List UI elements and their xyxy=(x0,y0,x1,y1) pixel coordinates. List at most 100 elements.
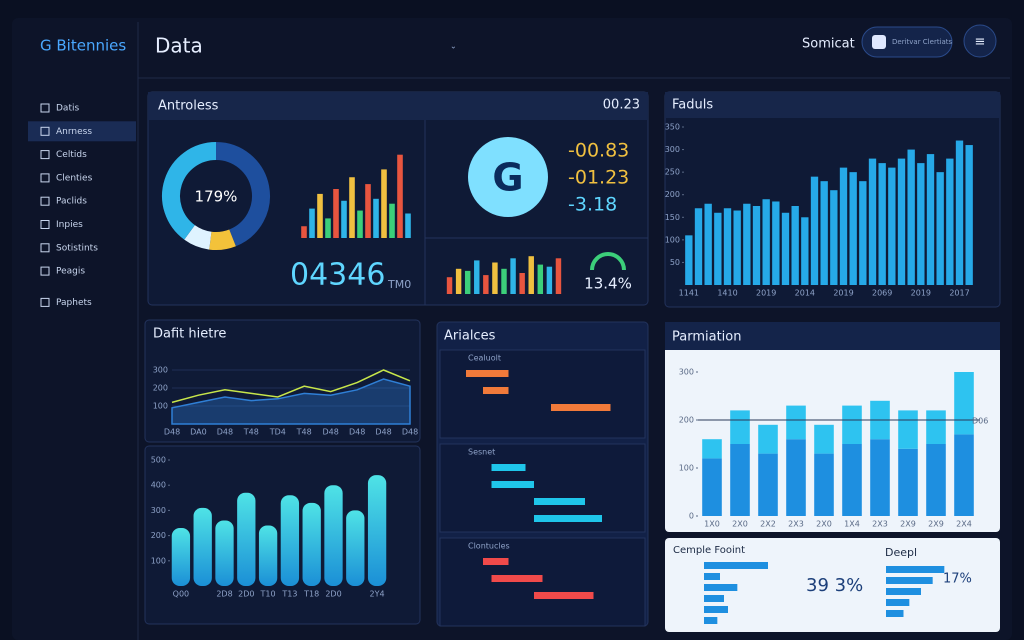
brand: G Bitennies xyxy=(40,37,126,55)
bar xyxy=(786,405,806,440)
line xyxy=(171,378,411,425)
gauge-letter: G xyxy=(492,156,523,200)
bar xyxy=(954,372,974,435)
x-tick-label: 2D0 xyxy=(325,590,341,599)
y-tick-label: 300 xyxy=(679,368,694,377)
bar xyxy=(886,577,933,584)
panel-title: Faduls xyxy=(672,98,713,113)
bar xyxy=(389,203,395,238)
donut-slice xyxy=(184,224,212,250)
gauge-value: -01.23 xyxy=(568,167,629,189)
segment xyxy=(483,558,509,565)
x-tick-label: D48 xyxy=(322,428,338,437)
x-tick-label: 2X9 xyxy=(928,520,944,529)
nav-item[interactable]: Peagis xyxy=(56,267,85,277)
bar xyxy=(405,213,411,238)
x-tick-label: 1X4 xyxy=(844,520,860,529)
panel-title: Arialces xyxy=(444,329,496,344)
bar xyxy=(704,606,728,613)
bar xyxy=(325,218,331,238)
bar xyxy=(501,268,507,294)
bar xyxy=(704,573,720,580)
big-number: 04346 xyxy=(290,258,385,293)
nav-icon xyxy=(40,150,50,160)
y-tick-label: 300 xyxy=(665,145,680,154)
segment xyxy=(466,370,509,377)
bar xyxy=(786,439,806,516)
bar xyxy=(870,439,890,516)
subtitle: Deepl xyxy=(885,546,917,559)
bar xyxy=(702,458,722,516)
x-tick-label: D48 xyxy=(375,428,391,437)
nav-icon xyxy=(40,220,50,229)
nav-icon xyxy=(40,243,50,253)
donut-slice xyxy=(215,142,270,247)
header-button[interactable] xyxy=(861,26,953,58)
bar xyxy=(397,154,403,238)
bar xyxy=(704,584,738,591)
y-tick-label: 100 xyxy=(153,402,168,411)
kpi: 17% xyxy=(943,572,972,587)
button-icon xyxy=(872,35,886,49)
segment xyxy=(534,498,585,505)
nav-item[interactable]: Celtids xyxy=(56,150,87,160)
donut-slice xyxy=(162,142,217,240)
line xyxy=(171,369,411,404)
nav-item[interactable]: Sotistints xyxy=(56,243,98,253)
bar xyxy=(917,163,925,285)
bar xyxy=(965,145,973,285)
nav-item[interactable]: Anrness xyxy=(56,127,92,137)
y-tick-label: 350 xyxy=(665,123,680,132)
x-tick-label: T48 xyxy=(243,428,259,437)
y-tick-label: 500 xyxy=(151,456,166,465)
x-tick-label: D48 xyxy=(402,428,418,437)
x-tick-label: D48 xyxy=(217,428,233,437)
menu-button[interactable] xyxy=(963,24,997,58)
bar xyxy=(730,444,750,516)
nav-item[interactable]: Paphets xyxy=(56,298,92,308)
segment xyxy=(534,592,594,599)
x-tick-label: 2D8 xyxy=(216,590,232,599)
nav-item[interactable]: Datis xyxy=(56,104,79,114)
bar xyxy=(839,167,848,285)
donut-slice xyxy=(209,229,236,250)
bar xyxy=(317,193,323,238)
bar xyxy=(483,275,489,294)
subpanel-label: Cealuolt xyxy=(468,354,501,363)
user-name[interactable]: Somicat xyxy=(802,37,855,52)
button-label[interactable]: Deritvar Clertiats xyxy=(892,38,953,46)
unit: TM0 xyxy=(387,278,411,291)
dropdown-caret: ⌄ xyxy=(450,42,457,51)
bar xyxy=(888,167,896,285)
bar xyxy=(758,424,778,454)
nav-item[interactable]: Inpies xyxy=(56,220,83,230)
panel-title: Cemple Fooint xyxy=(673,545,745,556)
nav-item[interactable]: Paclids xyxy=(56,197,87,207)
panel xyxy=(665,538,1000,632)
bar xyxy=(280,495,300,586)
bar xyxy=(704,203,712,285)
bar xyxy=(373,198,379,238)
bar xyxy=(868,158,877,285)
nav-item[interactable]: Clenties xyxy=(56,173,93,183)
gauge-value: -00.83 xyxy=(568,140,629,162)
bar xyxy=(733,210,741,285)
x-tick-label: TD4 xyxy=(269,428,286,437)
y-tick-label: 200 xyxy=(665,190,680,199)
nav-active xyxy=(28,121,136,142)
bar xyxy=(258,525,278,586)
bar xyxy=(781,212,790,285)
segment xyxy=(491,575,543,582)
y-tick-label: 200 xyxy=(151,531,166,540)
x-tick-label: 2X3 xyxy=(872,520,888,529)
x-tick-label: T10 xyxy=(260,590,276,599)
mini-gauge xyxy=(590,252,626,271)
bar xyxy=(886,588,921,595)
bar xyxy=(357,210,363,238)
y-tick-label: 200 xyxy=(679,416,694,425)
x-tick-label: D48 xyxy=(164,428,180,437)
bar xyxy=(830,190,838,285)
x-tick-label: 1141 xyxy=(679,289,699,298)
x-tick-label: 2X3 xyxy=(788,520,804,529)
